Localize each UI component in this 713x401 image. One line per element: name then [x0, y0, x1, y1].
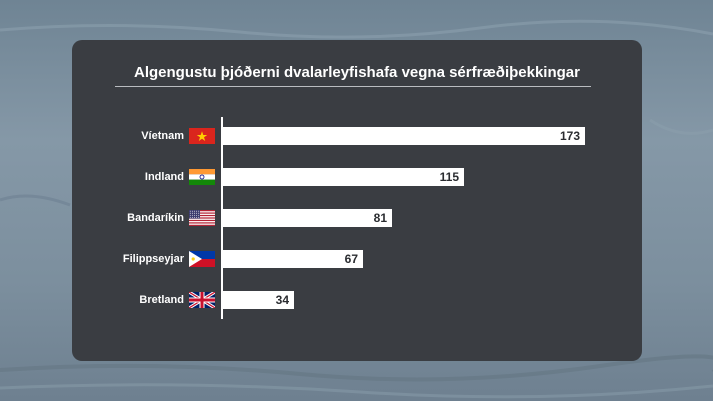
bar-value-label: 115 [439, 170, 459, 184]
uk-flag-icon [189, 292, 215, 308]
bar-value-label: 173 [559, 129, 580, 143]
bar: 115 [223, 168, 464, 186]
bar-value-label: 67 [344, 252, 358, 266]
chart-panel: Algengustu þjóðerni dvalarleyfishafa veg… [72, 40, 642, 361]
title-divider [115, 86, 591, 87]
category-label: Bretland [139, 294, 184, 306]
india-flag-icon [189, 169, 215, 185]
category-label: Bandaríkin [127, 212, 184, 224]
usa-flag-icon [189, 210, 215, 226]
bar: 81 [223, 209, 392, 227]
category-label: Víetnam [141, 130, 184, 142]
vietnam-flag-icon [189, 128, 215, 144]
bar: 67 [223, 250, 363, 268]
bar: 34 [223, 291, 294, 309]
bar: 173 [223, 127, 585, 145]
category-label: Indland [144, 171, 184, 183]
bar-value-label: 81 [373, 211, 387, 225]
chart-title: Algengustu þjóðerni dvalarleyfishafa veg… [134, 64, 580, 81]
bar-value-label: 34 [275, 293, 289, 307]
y-axis-line [221, 117, 223, 319]
category-label: Filippseyjar [122, 253, 184, 265]
philippines-flag-icon [189, 251, 215, 267]
